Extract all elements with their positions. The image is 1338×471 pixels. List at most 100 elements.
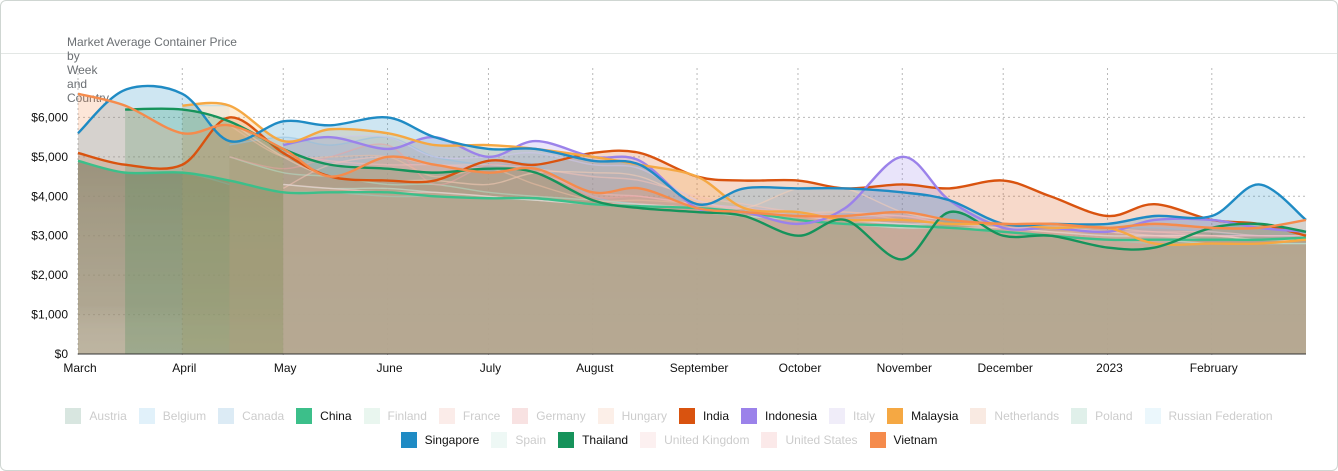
legend-item-spain[interactable]: Spain xyxy=(491,432,546,448)
legend-item-austria[interactable]: Austria xyxy=(65,408,127,424)
area-united-kingdom[interactable] xyxy=(283,184,1306,354)
x-tick-label: December xyxy=(978,361,1033,375)
legend-swatch xyxy=(296,408,313,424)
area-thailand[interactable] xyxy=(125,108,1307,354)
area-italy[interactable] xyxy=(283,135,1306,354)
title-dimension-week[interactable]: Week xyxy=(67,63,98,77)
area-finland[interactable] xyxy=(229,156,1307,354)
y-tick-label: $6,000 xyxy=(31,110,68,124)
line-thailand[interactable] xyxy=(125,107,1307,261)
legend-item-canada[interactable]: Canada xyxy=(218,408,284,424)
area-poland[interactable] xyxy=(283,192,1306,354)
x-tick-label: May xyxy=(274,361,297,375)
legend-swatch xyxy=(218,408,235,424)
y-tick-label: $2,000 xyxy=(31,268,68,282)
x-tick-label: July xyxy=(480,361,501,375)
chart-title: Market Average Container Price by Week a… xyxy=(47,21,249,119)
area-hungary[interactable] xyxy=(229,121,1307,354)
legend-swatch xyxy=(970,408,987,424)
area-spain[interactable] xyxy=(283,184,1306,354)
legend-swatch xyxy=(887,408,904,424)
legend-label: Spain xyxy=(515,433,547,447)
legend-item-france[interactable]: France xyxy=(438,408,501,424)
legend-swatch xyxy=(512,408,529,424)
line-singapore[interactable] xyxy=(77,84,1307,227)
legend-label: Belgium xyxy=(162,409,207,423)
area-indonesia[interactable] xyxy=(283,137,1306,354)
area-belgium[interactable] xyxy=(182,105,230,354)
x-tick-label: November xyxy=(877,361,932,375)
series-areas xyxy=(78,85,1307,354)
y-tick-label: $1,000 xyxy=(31,308,68,322)
x-tick-label: August xyxy=(576,361,614,375)
legend-item-germany[interactable]: Germany xyxy=(512,408,586,424)
x-tick-label: March xyxy=(63,361,96,375)
legend-item-belgium[interactable]: Belgium xyxy=(138,408,207,424)
legend-swatch xyxy=(640,432,657,448)
area-vietnam[interactable] xyxy=(78,93,1306,354)
legend-swatch xyxy=(363,408,380,424)
legend-item-hungary[interactable]: Hungary xyxy=(597,408,667,424)
legend-item-italy[interactable]: Italy xyxy=(829,408,875,424)
baseline-area xyxy=(78,160,1306,354)
x-tick-label: 2023 xyxy=(1096,361,1123,375)
legend-label: Malaysia xyxy=(911,409,959,423)
legend-swatch xyxy=(678,408,695,424)
legend-label: France xyxy=(462,409,501,423)
legend-item-finland[interactable]: Finland xyxy=(363,408,427,424)
legend-item-netherlands[interactable]: Netherlands xyxy=(970,408,1059,424)
legend-label: Thailand xyxy=(582,433,629,447)
area-china[interactable] xyxy=(78,160,1306,354)
area-chart: $0 $1,000 $2,000 $3,000 $4,000 $5,000 $6,000 M… xyxy=(31,68,1307,375)
area-india[interactable] xyxy=(78,117,1306,354)
line-vietnam[interactable] xyxy=(77,92,1307,230)
line-malaysia[interactable] xyxy=(182,101,1307,246)
legend-swatch xyxy=(558,432,575,448)
legend-label: China xyxy=(320,409,352,423)
x-tick-label: September xyxy=(670,361,729,375)
legend-swatch xyxy=(761,432,778,448)
legend-label: Austria xyxy=(89,409,127,423)
legend-item-poland[interactable]: Poland xyxy=(1071,408,1133,424)
legend-item-singapore[interactable]: Singapore xyxy=(400,432,480,448)
area-austria[interactable] xyxy=(125,171,230,354)
legend-item-china[interactable]: China xyxy=(296,408,352,424)
legend-item-india[interactable]: India xyxy=(678,408,729,424)
area-france[interactable] xyxy=(283,156,1306,354)
legend-item-united-kingdom[interactable]: United Kingdom xyxy=(640,432,749,448)
legend-label: Finland xyxy=(387,409,427,423)
x-tick-label: June xyxy=(377,361,403,375)
legend-swatch xyxy=(138,408,155,424)
legend-row: Austria Belgium Canada China Finland France Ge… xyxy=(0,404,1338,428)
legend-item-united-states[interactable]: United States xyxy=(761,432,858,448)
y-tick-label: $3,000 xyxy=(31,229,68,243)
chart-legend: Austria Belgium Canada China Finland France Ge… xyxy=(0,404,1338,452)
legend-label: United Kingdom xyxy=(664,433,750,447)
legend-label: Vietnam xyxy=(893,433,938,447)
legend-item-russian-federation[interactable]: Russian Federation xyxy=(1144,408,1273,424)
legend-swatch xyxy=(438,408,455,424)
legend-label: Russian Federation xyxy=(1168,409,1273,423)
y-tick-label: $5,000 xyxy=(31,150,68,164)
title-by-1: by xyxy=(67,49,80,63)
legend-label: Germany xyxy=(536,409,586,423)
chart-header: Market Average Container Price by Week a… xyxy=(1,1,1337,105)
legend-swatch xyxy=(829,408,846,424)
x-tick-label: February xyxy=(1190,361,1238,375)
y-axis: $0 $1,000 $2,000 $3,000 $4,000 $5,000 $6,000 xyxy=(31,110,68,361)
area-canada[interactable] xyxy=(229,136,1307,354)
legend-label: Netherlands xyxy=(994,409,1060,423)
legend-item-indonesia[interactable]: Indonesia xyxy=(741,408,817,424)
legend-item-thailand[interactable]: Thailand xyxy=(558,432,628,448)
area-singapore[interactable] xyxy=(78,85,1306,354)
legend-swatch xyxy=(869,432,886,448)
legend-row: Singapore Spain Thailand United Kingdom Unit… xyxy=(0,428,1338,452)
legend-label: United States xyxy=(785,433,858,447)
legend-item-malaysia[interactable]: Malaysia xyxy=(887,408,958,424)
legend-item-vietnam[interactable]: Vietnam xyxy=(869,432,938,448)
legend-swatch xyxy=(491,432,508,448)
legend-label: Poland xyxy=(1095,409,1133,423)
legend-label: Singapore xyxy=(424,433,480,447)
area-malaysia[interactable] xyxy=(182,102,1306,354)
area-united-states[interactable] xyxy=(283,152,1306,354)
